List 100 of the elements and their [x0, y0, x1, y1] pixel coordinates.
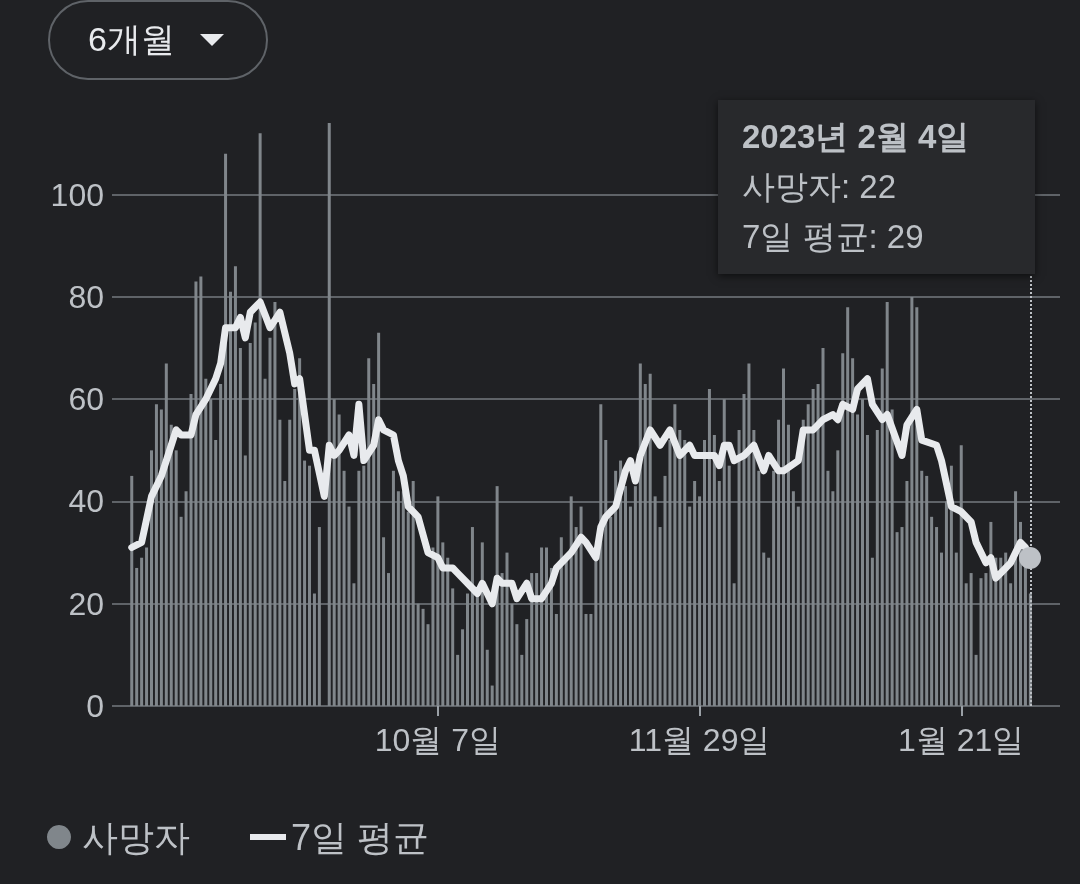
bar [372, 383, 376, 706]
bar [698, 496, 702, 706]
bar [762, 552, 766, 706]
bar [732, 583, 736, 706]
bar [520, 654, 524, 706]
bar [846, 307, 850, 706]
bar [357, 470, 361, 706]
y-tick-label: 80 [68, 278, 104, 315]
bar [905, 481, 909, 706]
bar [258, 133, 262, 706]
bar [401, 491, 405, 706]
bar [574, 527, 578, 706]
bar [885, 302, 889, 706]
bar [470, 527, 474, 706]
bar [801, 419, 805, 706]
bar [569, 496, 573, 706]
bar [174, 450, 178, 706]
bar [347, 506, 351, 706]
bar [633, 486, 637, 706]
bar [925, 475, 929, 706]
y-tick-label: 60 [68, 381, 104, 418]
bar [466, 593, 469, 706]
bar [841, 353, 845, 706]
bar [480, 542, 484, 706]
bar [831, 491, 835, 706]
x-tick-label: 10월 7일 [374, 722, 502, 758]
bar [273, 302, 277, 706]
bar [796, 506, 800, 706]
bar [777, 419, 781, 706]
bar [362, 465, 366, 706]
bar [441, 542, 445, 706]
bar [337, 414, 341, 706]
bar [209, 399, 213, 706]
y-tick-label: 0 [86, 688, 104, 724]
bar [224, 153, 228, 706]
bar [184, 491, 188, 706]
bar [1004, 552, 1008, 706]
bar [298, 358, 302, 706]
bar [707, 388, 711, 706]
bar [500, 573, 504, 706]
bar [954, 552, 958, 706]
bar [693, 481, 697, 706]
bar [737, 429, 741, 706]
annotation: 사망자: 22 [742, 167, 898, 207]
bar [332, 399, 336, 706]
bar [461, 629, 465, 706]
bar [604, 440, 608, 706]
bar [609, 516, 613, 706]
bar [895, 532, 899, 706]
bar [515, 624, 519, 706]
bar [431, 547, 435, 706]
bar [169, 424, 173, 706]
bar [974, 654, 978, 706]
bar [638, 363, 642, 706]
bar [688, 506, 692, 706]
bar [303, 460, 307, 706]
bar [836, 450, 840, 706]
bar [179, 516, 183, 706]
bar [653, 496, 657, 706]
bar [870, 557, 874, 706]
bar [456, 654, 460, 706]
bar [367, 358, 371, 706]
bar [495, 486, 499, 706]
bar [722, 399, 726, 706]
bar [406, 511, 410, 706]
bar [920, 470, 924, 706]
bar [446, 557, 450, 706]
bar [1009, 583, 1013, 706]
legend-label: 사망자 [82, 816, 190, 858]
bar [984, 573, 988, 706]
bar [382, 537, 386, 706]
bar [614, 470, 618, 706]
bar [199, 276, 203, 706]
bar [485, 649, 489, 706]
bar [856, 414, 860, 706]
bar [949, 465, 953, 706]
bar [772, 470, 776, 706]
bar [821, 348, 825, 706]
bar [584, 613, 588, 706]
bar [959, 445, 963, 706]
bar [396, 491, 400, 706]
bar [786, 424, 790, 706]
bar [712, 435, 716, 706]
bar [624, 486, 627, 706]
bar [554, 613, 558, 706]
bar [999, 557, 1003, 706]
bar [233, 266, 237, 706]
bar [391, 470, 395, 706]
bar [964, 583, 968, 706]
bar [915, 307, 919, 706]
bar [658, 527, 662, 706]
bar [154, 404, 158, 706]
bar [535, 573, 539, 706]
bar [628, 506, 632, 706]
bar [589, 613, 593, 706]
bar [668, 440, 672, 706]
bar [767, 557, 771, 706]
bar [421, 608, 425, 706]
bar [288, 419, 292, 706]
bar [935, 527, 939, 706]
